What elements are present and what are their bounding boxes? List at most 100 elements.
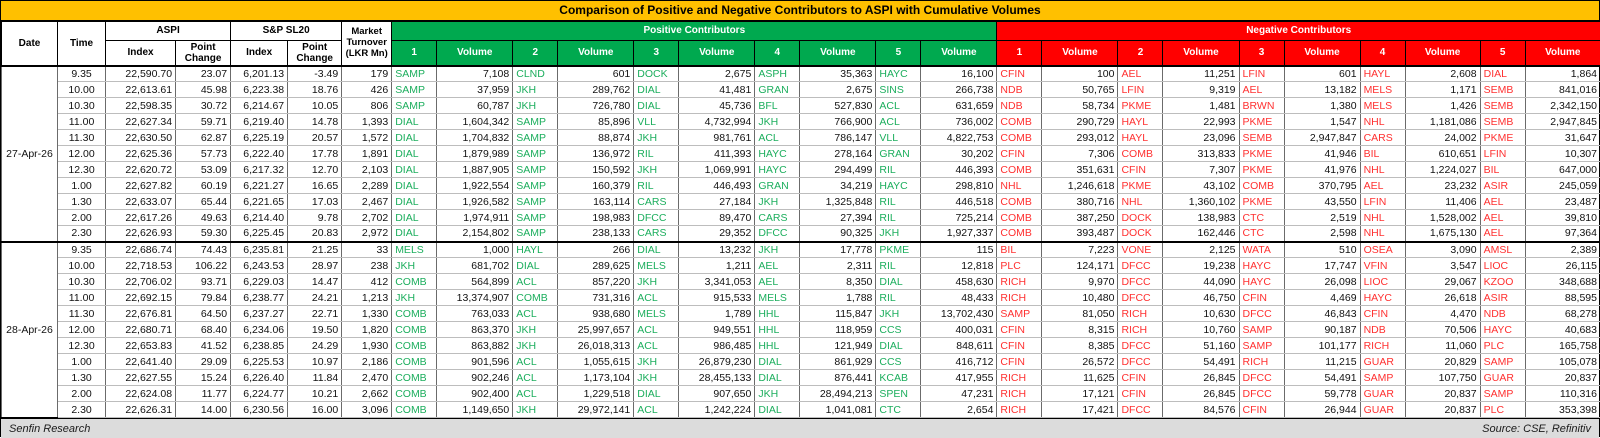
negative-volume: 1,426 (1405, 98, 1480, 114)
negative-ticker: DFCC (1239, 370, 1284, 386)
positive-ticker: ASPH (755, 66, 800, 82)
positive-ticker: JKH (755, 194, 800, 210)
positive-volume: 1,604,342 (437, 114, 513, 130)
positive-volume: 763,033 (437, 306, 513, 322)
negative-volume: 26,618 (1405, 290, 1480, 306)
negative-volume: 7,223 (1042, 242, 1118, 258)
negative-ticker: LIOC (1480, 258, 1525, 274)
positive-ticker: SAMP (513, 178, 558, 194)
negative-volume: 23,487 (1525, 194, 1600, 210)
positive-volume: 1,041,081 (800, 402, 876, 418)
negative-ticker: DIAL (1480, 66, 1525, 82)
aspi-index-value: 22,627.34 (106, 114, 176, 130)
positive-volume: 115,847 (800, 306, 876, 322)
sl20-point-change-value: 16.00 (288, 402, 342, 418)
positive-volume: 266 (558, 242, 634, 258)
positive-ticker: SPEN (876, 386, 921, 402)
sl20-index-value: 6,225.19 (231, 130, 288, 146)
positive-ticker: DIAL (392, 146, 437, 162)
positive-ticker: SAMP (513, 210, 558, 226)
time-value: 1.30 (58, 370, 106, 386)
negative-volume: 1,360,102 (1163, 194, 1239, 210)
time-value: 10.30 (58, 274, 106, 290)
positive-volume: 121,949 (800, 338, 876, 354)
positive-ticker: PKME (876, 242, 921, 258)
negative-ticker: CFIN (997, 338, 1042, 354)
positive-volume: 160,379 (558, 178, 634, 194)
negative-volume: 7,307 (1163, 162, 1239, 178)
positive-ticker: DFCC (755, 226, 800, 242)
negative-ticker: PLC (997, 258, 1042, 274)
aspi-index-value: 22,686.74 (106, 242, 176, 258)
negative-volume: 26,845 (1163, 370, 1239, 386)
negative-ticker: AEL (1480, 210, 1525, 226)
negative-volume: 353,398 (1525, 402, 1600, 418)
positive-volume: 17,778 (800, 242, 876, 258)
negative-ticker: LFIN (1118, 82, 1163, 98)
sl20-point-change-value: 22.71 (288, 306, 342, 322)
positive-ticker: HHL (755, 322, 800, 338)
turnover-value: 2,186 (342, 354, 392, 370)
positive-ticker: DIAL (392, 162, 437, 178)
negative-volume: 393,487 (1042, 226, 1118, 242)
aspi-point-change-value: 62.87 (176, 130, 231, 146)
positive-volume: 400,031 (921, 322, 997, 338)
negative-ticker: DFCC (1118, 338, 1163, 354)
positive-ticker: COMB (392, 370, 437, 386)
positive-volume: 1,927,337 (921, 226, 997, 242)
negative-volume: 10,307 (1525, 146, 1600, 162)
negative-ticker: COMB (997, 194, 1042, 210)
negative-ticker: AEL (1480, 226, 1525, 242)
turnover-value: 2,467 (342, 194, 392, 210)
positive-ticker: SAMP (513, 114, 558, 130)
positive-volume: 25,997,657 (558, 322, 634, 338)
negative-ticker: RICH (997, 274, 1042, 290)
time-value: 9.35 (58, 242, 106, 258)
positive-ticker: JKH (634, 370, 679, 386)
positive-volume: 266,738 (921, 82, 997, 98)
negative-ticker: RICH (1360, 338, 1405, 354)
negative-volume: 1,181,086 (1405, 114, 1480, 130)
sl20-point-change-value: 28.97 (288, 258, 342, 274)
positive-rank-header: 4 (755, 41, 800, 66)
positive-ticker: MELS (634, 306, 679, 322)
positive-ticker: SAMP (513, 162, 558, 178)
negative-ticker: CARS (1360, 130, 1405, 146)
aspi-index-value: 22,590.70 (106, 66, 176, 82)
negative-ticker: CFIN (1118, 162, 1163, 178)
sl20-point-change-value: 24.21 (288, 290, 342, 306)
negative-ticker: WATA (1239, 242, 1284, 258)
negative-volume: 351,631 (1042, 162, 1118, 178)
aspi-point-change-value: 14.00 (176, 402, 231, 418)
positive-ticker: DOCK (634, 66, 679, 82)
positive-volume: 1,974,911 (437, 210, 513, 226)
positive-volume: 417,955 (921, 370, 997, 386)
sl20-group-header: S&P SL20 (231, 22, 342, 41)
positive-volume: 30,202 (921, 146, 997, 162)
aspi-index-value: 22,680.71 (106, 322, 176, 338)
negative-ticker: CFIN (1360, 306, 1405, 322)
aspi-index-value: 22,706.02 (106, 274, 176, 290)
negative-volume: 1,528,002 (1405, 210, 1480, 226)
negative-volume: 51,160 (1163, 338, 1239, 354)
positive-ticker: ACL (513, 274, 558, 290)
positive-volume: 27,184 (679, 194, 755, 210)
positive-ticker: CCS (876, 354, 921, 370)
negative-volume: 11,215 (1284, 354, 1360, 370)
aspi-index-value: 22,676.81 (106, 306, 176, 322)
positive-ticker: DFCC (634, 210, 679, 226)
sl20-index-value: 6,224.77 (231, 386, 288, 402)
positive-volume: 115 (921, 242, 997, 258)
positive-volume: 766,900 (800, 114, 876, 130)
positive-volume: 857,220 (558, 274, 634, 290)
positive-volume: 136,972 (558, 146, 634, 162)
